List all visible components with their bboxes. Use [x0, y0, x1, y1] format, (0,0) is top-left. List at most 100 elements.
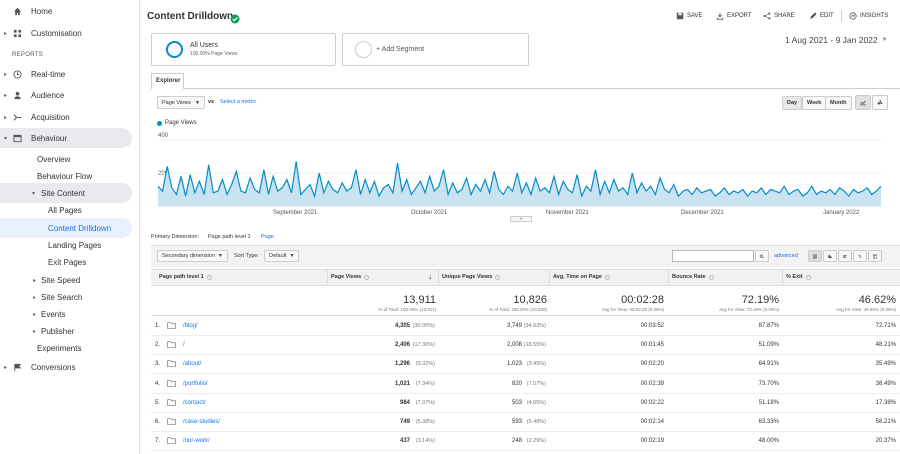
- granularity-day-button[interactable]: Day: [782, 96, 803, 110]
- vs-label: vs: [208, 99, 215, 105]
- sidebar-item-audience[interactable]: ▸ Audience: [0, 85, 140, 105]
- add-segment-card[interactable]: + Add Segment: [342, 33, 529, 66]
- page-path-link[interactable]: /portfolio/: [183, 380, 208, 387]
- avg-time-value: 00:02:22: [640, 399, 664, 406]
- sidebar-item-label: Content Drilldown: [48, 223, 112, 233]
- page-views-percent: (9.32%): [415, 361, 435, 368]
- chevron-down-icon: ▼: [289, 253, 295, 259]
- sidebar-item-label: Acquisition: [31, 112, 70, 122]
- chevron-right-icon: ▸: [4, 364, 8, 371]
- sidebar-item-site-content[interactable]: ▾ Site Content: [0, 183, 132, 203]
- unique-page-views-percent: (4.65%): [526, 399, 546, 406]
- sidebar-item-publisher[interactable]: ▸ Publisher: [0, 321, 140, 341]
- sidebar-item-site-search[interactable]: ▸ Site Search: [0, 287, 140, 307]
- sidebar-item-acquisition[interactable]: ▸ Acquisition: [0, 107, 140, 127]
- primary-dimension-value: Page path level 1: [208, 234, 251, 240]
- sidebar-item-landing-pages[interactable]: Landing Pages: [0, 235, 140, 255]
- share-button[interactable]: SHARE: [763, 12, 795, 20]
- bounce-rate-value: 64.91%: [758, 361, 779, 368]
- column-header-page-views[interactable]: Page Views: [331, 274, 370, 280]
- chevron-right-icon: ▸: [4, 71, 8, 78]
- page-path-link[interactable]: /our-work/: [183, 438, 210, 445]
- page-path-link[interactable]: /case-studies/: [183, 419, 221, 425]
- page-path-link[interactable]: /contact/: [183, 399, 206, 406]
- sort-type-select[interactable]: Default ▼: [264, 250, 300, 262]
- column-header-bounce-rate[interactable]: Bounce Rate: [672, 274, 714, 280]
- unique-page-views-value: 3,749: [506, 323, 522, 329]
- performance-view-button[interactable]: [838, 250, 852, 262]
- chevron-right-icon: ▸: [33, 311, 37, 318]
- metric-select-label: Page Views: [162, 99, 191, 106]
- page-views-percent: (30.95%): [412, 323, 435, 329]
- select-metric-link[interactable]: Select a metric: [220, 99, 257, 105]
- sidebar-item-experiments[interactable]: Experiments: [0, 338, 140, 358]
- sidebar-item-content-drilldown[interactable]: Content Drilldown: [0, 218, 132, 238]
- table-row[interactable]: 4. /portfolio/1,021 (7.34%) 820 (7.57%) 00:02…: [151, 375, 900, 394]
- save-button[interactable]: SAVE: [676, 12, 703, 20]
- table-search-input[interactable]: [672, 250, 754, 262]
- folder-icon: [167, 379, 176, 389]
- table-row[interactable]: 5. /contact/984 (7.07%) 503 (4.65%) 00:02:22 5…: [151, 394, 900, 413]
- sidebar: Home ▸ Customisation REPORTS ▸ Real-time…: [0, 0, 140, 454]
- page-views-value: 1,021: [394, 380, 410, 387]
- bounce-rate-value: 51.18%: [758, 399, 779, 406]
- sidebar-item-overview[interactable]: Overview: [0, 149, 140, 169]
- help-icon: [805, 274, 811, 280]
- column-header-unique-page-views[interactable]: Unique Page Views: [442, 274, 501, 280]
- export-button[interactable]: EXPORT: [716, 12, 752, 20]
- comparison-view-button[interactable]: [853, 250, 867, 262]
- sidebar-item-home[interactable]: Home: [0, 1, 140, 21]
- page-path-link[interactable]: /blog/: [183, 323, 198, 329]
- date-range-picker[interactable]: 1 Aug 2021 - 9 Jan 2022 ▼: [785, 35, 888, 45]
- motion-chart-button[interactable]: [872, 95, 888, 110]
- secondary-dimension-select[interactable]: Secondary dimension ▼: [157, 250, 228, 262]
- pivot-view-button[interactable]: [868, 250, 882, 262]
- primary-dimension-page-link[interactable]: Page: [261, 234, 274, 240]
- grid-icon: [813, 254, 817, 258]
- column-header-exit[interactable]: % Exit: [786, 274, 811, 280]
- insights-icon: [849, 12, 857, 20]
- advanced-search-link[interactable]: advanced: [774, 253, 798, 259]
- total-value: 72.19%: [741, 294, 779, 306]
- pie-view-button[interactable]: [823, 250, 837, 262]
- total-unique-page-views: 10,826% of Total: 100.00% (10,826): [439, 286, 547, 312]
- search-button[interactable]: [755, 250, 769, 262]
- sidebar-item-label: Publisher: [41, 326, 75, 336]
- sidebar-item-all-pages[interactable]: All Pages: [0, 200, 140, 220]
- sidebar-item-realtime[interactable]: ▸ Real-time: [0, 64, 140, 84]
- table-row[interactable]: 1. /blog/4,305 (30.95%) 3,749 (34.63%) 00:03:…: [151, 317, 900, 336]
- folder-icon: [167, 360, 176, 369]
- granularity-week-button[interactable]: Week: [802, 96, 827, 110]
- sidebar-item-customisation[interactable]: ▸ Customisation: [0, 23, 140, 43]
- column-header-avg-time-on-page[interactable]: Avg. Time on Page: [553, 274, 610, 280]
- chart-collapse-handle[interactable]: ▾: [510, 216, 532, 222]
- edit-button[interactable]: EDIT: [809, 12, 834, 20]
- segment-card[interactable]: All Users 100.00% Page Views: [151, 33, 336, 66]
- table-row[interactable]: 3. /about/1,296 (9.32%) 1,023 (9.45%) 00:02:2…: [151, 355, 900, 375]
- page-views-value: 437: [399, 438, 410, 445]
- help-icon: [206, 274, 212, 280]
- total-value: 10,826: [513, 294, 547, 306]
- sidebar-item-behaviour-flow[interactable]: Behaviour Flow: [0, 166, 140, 186]
- page-path-link[interactable]: /about/: [183, 361, 202, 368]
- sidebar-item-conversions[interactable]: ▸ Conversions: [0, 357, 140, 377]
- sort-descending-icon[interactable]: ↓: [428, 272, 432, 281]
- column-header-page-path[interactable]: Page path level 1: [159, 274, 212, 280]
- tab-explorer[interactable]: Explorer: [151, 73, 184, 89]
- granularity-month-button[interactable]: Month: [825, 96, 852, 110]
- pencil-icon: [810, 12, 817, 19]
- table-view-button[interactable]: [808, 250, 822, 262]
- total-subtitle: Avg for View: 46.62% (0.00%): [836, 307, 896, 312]
- insights-button[interactable]: INSIGHTS: [849, 12, 888, 20]
- table-row[interactable]: 7. /our-work/437 (3.14%) 248 (2.29%) 00:02:19…: [151, 432, 900, 452]
- page-views-percent: (17.30%): [412, 342, 435, 349]
- table-row[interactable]: 6. /case-studies/749 (5.38%) 593 (5.48%) 00:0…: [151, 413, 900, 432]
- page-path-link[interactable]: /: [183, 342, 185, 349]
- line-chart-button[interactable]: [855, 95, 871, 110]
- table-row[interactable]: 2. / 2,406 (17.30%) 2,008 (18.55%) 00:01:45 51.…: [151, 336, 900, 356]
- sidebar-item-events[interactable]: ▸ Events: [0, 304, 140, 324]
- sidebar-item-site-speed[interactable]: ▸ Site Speed: [0, 270, 140, 290]
- sidebar-item-exit-pages[interactable]: Exit Pages: [0, 252, 140, 272]
- metric-select[interactable]: Page Views ▼: [157, 96, 205, 109]
- sidebar-item-behaviour[interactable]: ▾ Behaviour: [0, 128, 132, 148]
